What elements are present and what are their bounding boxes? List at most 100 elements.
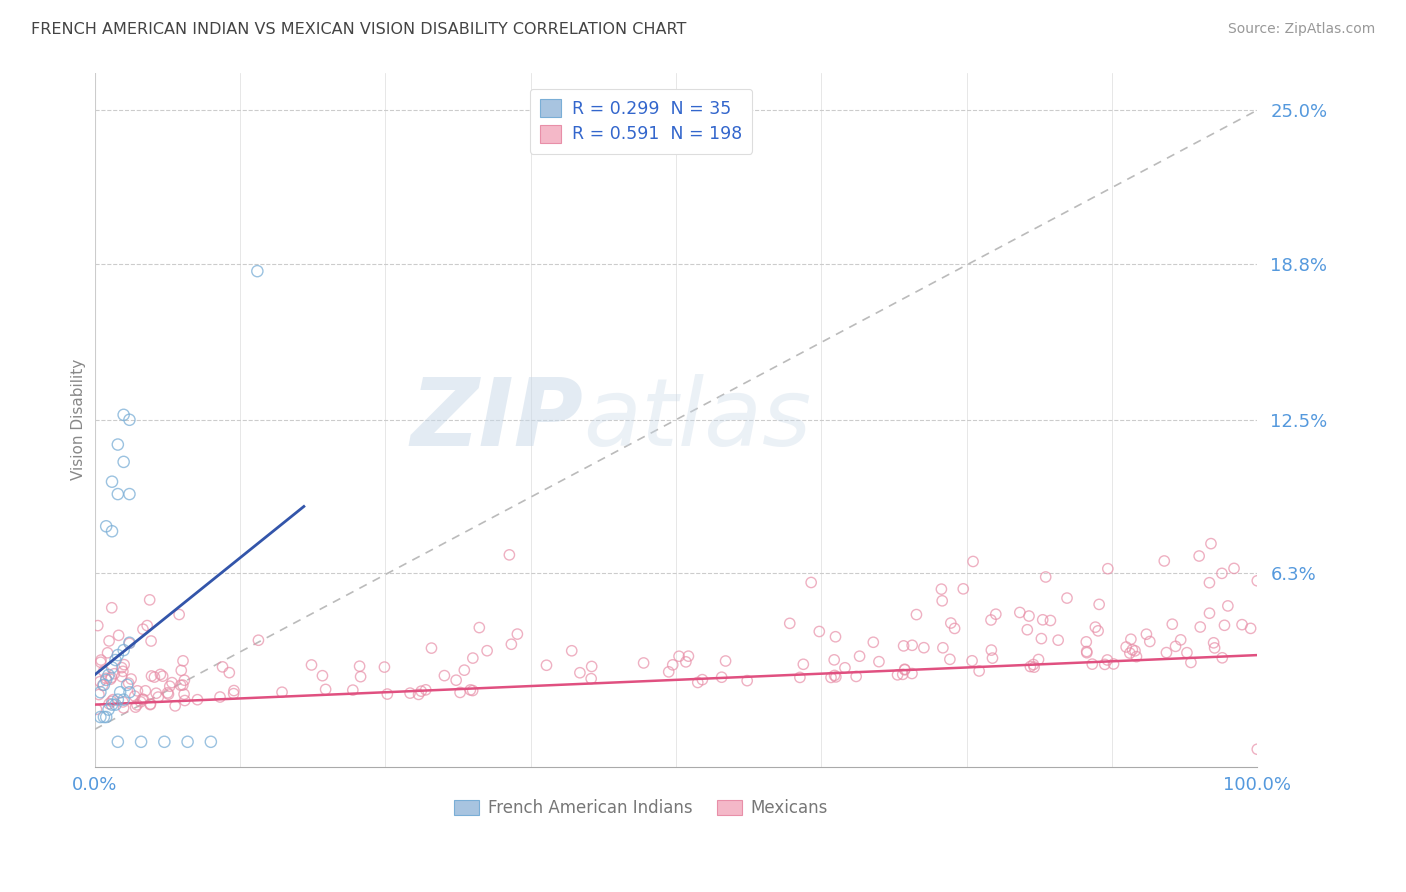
Point: [167, 607, 190, 622]
Point: [825, 670, 848, 684]
Point: [101, 475, 124, 489]
Point: [90, 653, 112, 667]
Point: [686, 675, 709, 690]
Point: [222, 683, 245, 698]
Point: [96, 646, 118, 660]
Point: [103, 666, 125, 681]
Point: [1031, 632, 1053, 646]
Legend: French American Indians, Mexicans: French American Indians, Mexicans: [447, 793, 835, 824]
Point: [118, 487, 141, 501]
Point: [1087, 624, 1109, 638]
Point: [449, 685, 471, 699]
Point: [1047, 633, 1070, 648]
Point: [107, 648, 129, 662]
Point: [506, 627, 529, 641]
Point: [153, 735, 176, 749]
Point: [1094, 657, 1116, 672]
Point: [271, 685, 294, 699]
Point: [475, 643, 498, 657]
Point: [97, 668, 120, 682]
Point: [1018, 609, 1040, 624]
Point: [134, 683, 156, 698]
Point: [408, 687, 430, 701]
Point: [823, 653, 845, 667]
Point: [579, 672, 602, 686]
Point: [1032, 613, 1054, 627]
Point: [444, 673, 467, 688]
Point: [800, 575, 823, 590]
Point: [498, 548, 520, 562]
Point: [107, 692, 129, 706]
Point: [349, 659, 371, 673]
Point: [692, 673, 714, 687]
Point: [468, 621, 491, 635]
Point: [1017, 623, 1039, 637]
Point: [1211, 566, 1233, 581]
Point: [125, 698, 148, 712]
Point: [1076, 635, 1098, 649]
Point: [156, 686, 179, 700]
Point: [132, 692, 155, 706]
Point: [1102, 657, 1125, 671]
Point: [132, 622, 155, 636]
Point: [886, 668, 908, 682]
Point: [349, 670, 371, 684]
Point: [460, 682, 482, 697]
Point: [561, 644, 583, 658]
Point: [173, 693, 195, 707]
Point: [124, 700, 146, 714]
Point: [93, 678, 115, 692]
Point: [1216, 599, 1239, 613]
Point: [112, 701, 135, 715]
Point: [98, 634, 121, 648]
Point: [100, 694, 122, 708]
Point: [94, 671, 117, 685]
Point: [375, 687, 398, 701]
Point: [342, 683, 364, 698]
Point: [1161, 617, 1184, 632]
Point: [169, 678, 191, 692]
Point: [118, 676, 141, 690]
Point: [891, 667, 914, 681]
Point: [1239, 621, 1261, 635]
Point: [678, 649, 700, 664]
Point: [461, 651, 484, 665]
Point: [939, 652, 962, 666]
Point: [104, 653, 127, 667]
Point: [661, 657, 683, 672]
Point: [1170, 632, 1192, 647]
Point: [127, 683, 149, 698]
Point: [981, 651, 1004, 665]
Point: [1028, 652, 1050, 666]
Point: [581, 659, 603, 673]
Point: [101, 692, 124, 706]
Point: [186, 692, 208, 706]
Point: [1204, 640, 1226, 655]
Point: [120, 672, 142, 686]
Point: [96, 673, 118, 687]
Point: [1081, 657, 1104, 672]
Point: [912, 640, 935, 655]
Point: [112, 643, 135, 657]
Point: [98, 697, 121, 711]
Point: [1164, 640, 1187, 654]
Point: [1097, 562, 1119, 576]
Point: [658, 665, 681, 679]
Point: [96, 519, 118, 533]
Point: [141, 669, 163, 683]
Point: [1139, 634, 1161, 648]
Point: [1230, 617, 1253, 632]
Point: [1035, 570, 1057, 584]
Point: [148, 690, 170, 704]
Point: [129, 695, 152, 709]
Point: [1223, 561, 1246, 575]
Point: [111, 665, 134, 679]
Point: [139, 634, 162, 648]
Point: [145, 686, 167, 700]
Point: [107, 437, 129, 451]
Point: [1180, 656, 1202, 670]
Point: [176, 735, 198, 749]
Point: [118, 636, 141, 650]
Point: [415, 682, 437, 697]
Point: [165, 698, 187, 713]
